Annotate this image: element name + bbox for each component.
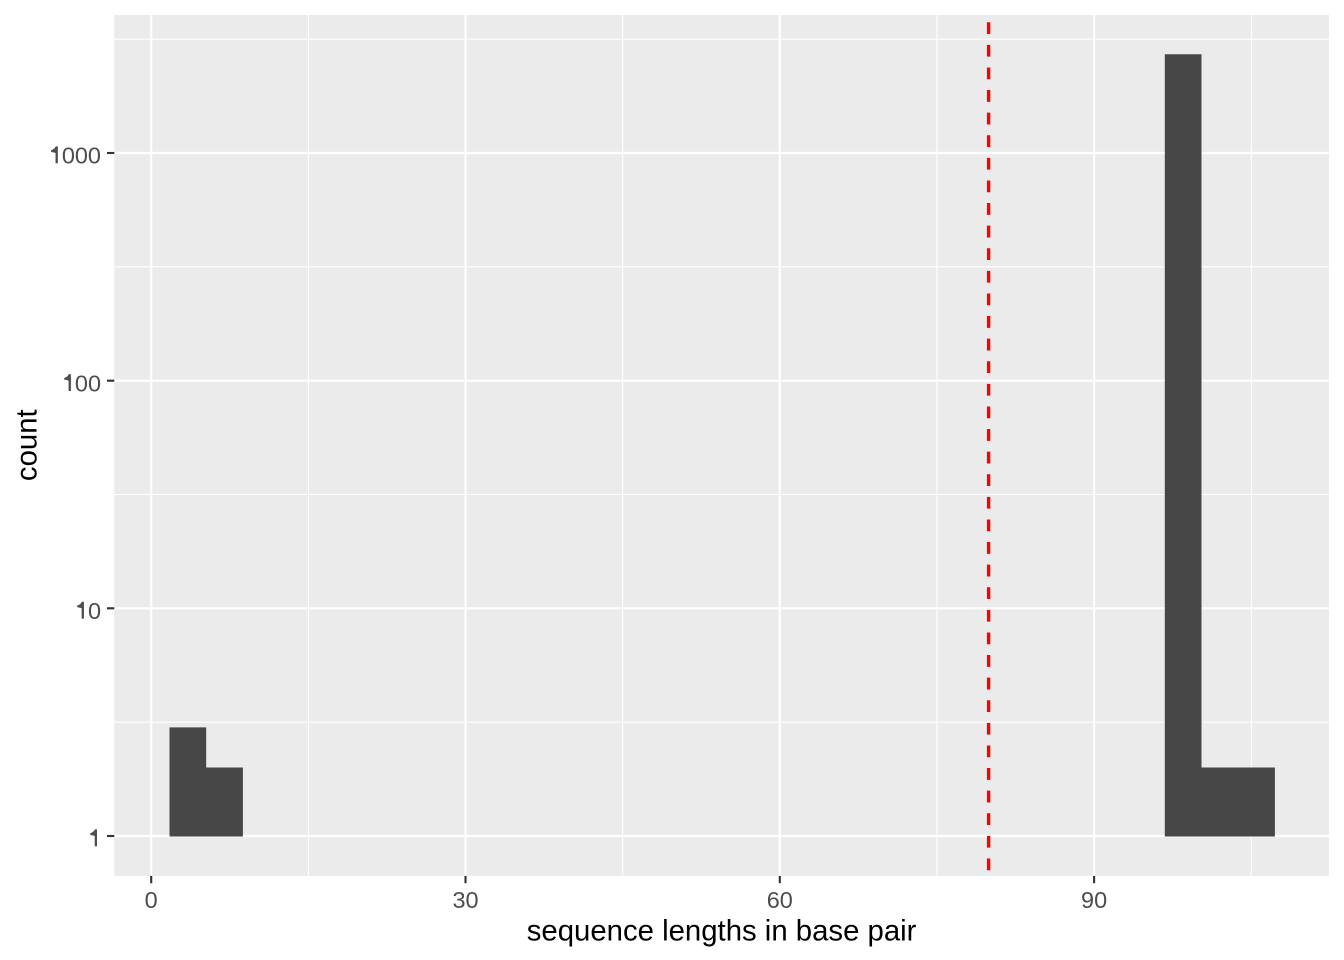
svg-text:00: 00 [75,370,101,396]
svg-text:90: 90 [1081,887,1107,913]
svg-text:30: 30 [452,887,478,913]
svg-text:0: 0 [145,887,158,913]
svg-text:60: 60 [767,887,793,913]
svg-text:000: 000 [62,143,101,169]
svg-text:count: count [10,409,43,481]
svg-text:0: 0 [88,598,101,624]
svg-text:sequence lengths in base pair: sequence lengths in base pair [527,915,917,948]
